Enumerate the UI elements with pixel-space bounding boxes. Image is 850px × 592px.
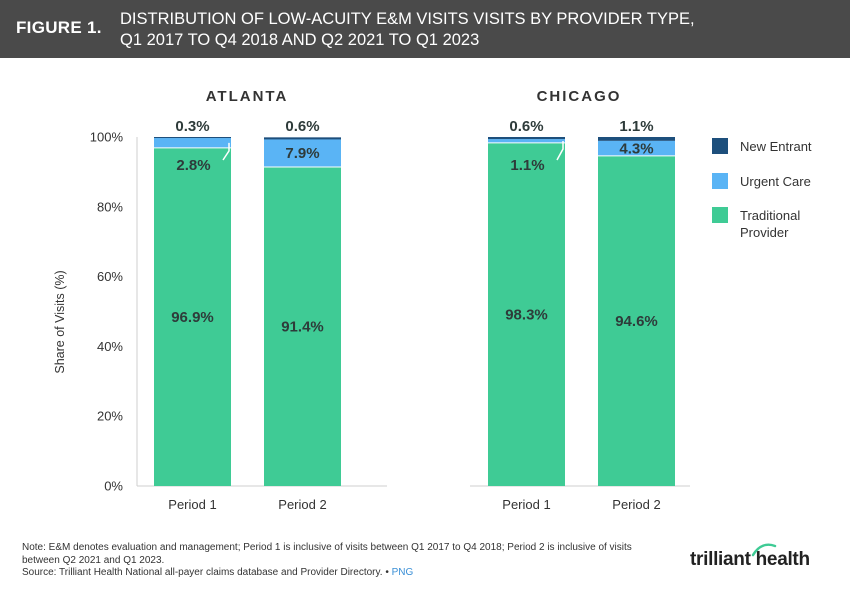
- bar-segment-urgent-care-chicago-p2: [598, 140, 675, 156]
- legend-label: Urgent Care: [740, 174, 811, 189]
- bar-segment-new-entrant-chicago-p1: [488, 137, 565, 140]
- data-label-new-entrant: 1.1%: [619, 118, 653, 135]
- figure-header: FIGURE 1. DISTRIBUTION OF LOW-ACUITY E&M…: [0, 0, 850, 58]
- source-text: Source: Trilliant Health National all-pa…: [22, 567, 383, 578]
- data-label-urgent-care: 4.3%: [619, 140, 653, 157]
- data-label-urgent-care: 2.8%: [176, 157, 210, 174]
- bar-segment-urgent-care-atlanta-p2: [264, 139, 341, 168]
- data-label-urgent-care: 1.1%: [510, 157, 544, 174]
- legend-swatch-urgent-care: [712, 173, 728, 189]
- legend-label: Provider: [740, 225, 789, 240]
- x-tick-label: Period 1: [502, 497, 550, 512]
- y-tick-label: 20%: [97, 409, 123, 424]
- leader-line: [556, 141, 564, 161]
- leader-line: [222, 142, 230, 161]
- y-tick-label: 40%: [97, 339, 123, 354]
- x-tick-label: Period 2: [278, 497, 326, 512]
- panel-title-atlanta: ATLANTA: [206, 88, 289, 105]
- x-tick-label: Period 2: [612, 497, 660, 512]
- figure-title-line-1: DISTRIBUTION OF LOW-ACUITY E&M VISITS VI…: [120, 10, 695, 28]
- y-tick-label: 80%: [97, 199, 123, 214]
- footnote: Note: E&M denotes evaluation and managem…: [22, 542, 662, 580]
- bar-segment-new-entrant-chicago-p2: [598, 137, 675, 141]
- bar-segment-urgent-care-atlanta-p1: [154, 138, 231, 148]
- bar-segment-urgent-care-chicago-p1: [488, 139, 565, 143]
- legend-label: New Entrant: [740, 139, 812, 154]
- figure-title: DISTRIBUTION OF LOW-ACUITY E&M VISITS VI…: [120, 9, 695, 51]
- data-label-new-entrant: 0.6%: [509, 118, 543, 135]
- panel-title-chicago: CHICAGO: [537, 88, 622, 105]
- legend-swatch-traditional: [712, 207, 728, 223]
- stacked-bar-chart: Share of Visits (%) 0% 20% 40% 60% 80% 100% ATL…: [53, 88, 812, 512]
- figure-title-line-2: Q1 2017 TO Q4 2018 AND Q2 2021 TO Q1 202…: [120, 31, 480, 49]
- y-tick-label: 100%: [90, 130, 124, 145]
- source-line: Source: Trilliant Health National all-pa…: [22, 567, 662, 580]
- legend-label: Traditional: [740, 208, 800, 223]
- data-label-traditional: 98.3%: [505, 306, 548, 323]
- data-label-new-entrant: 0.3%: [175, 118, 209, 135]
- data-label-traditional: 91.4%: [281, 319, 324, 336]
- bar-segment-new-entrant-atlanta-p2: [264, 137, 341, 140]
- separator-dot: •: [385, 567, 389, 578]
- bar-segment-traditional-chicago-p1: [488, 142, 565, 487]
- png-download-link[interactable]: PNG: [391, 567, 414, 578]
- data-label-traditional: 96.9%: [171, 309, 214, 326]
- y-axis-label: Share of Visits (%): [53, 270, 67, 373]
- y-tick-label: 60%: [97, 269, 123, 284]
- data-label-traditional: 94.6%: [615, 313, 658, 330]
- bar-segment-traditional-atlanta-p2: [264, 167, 341, 486]
- figure-label: FIGURE 1.: [16, 18, 102, 37]
- data-label-urgent-care: 7.9%: [285, 145, 319, 162]
- bar-segment-traditional-chicago-p2: [598, 155, 675, 486]
- x-tick-label: Period 1: [168, 497, 216, 512]
- legend-swatch-new-entrant: [712, 138, 728, 154]
- trilliant-health-logo: trilliant health: [690, 549, 810, 570]
- note-line-1: Note: E&M denotes evaluation and managem…: [22, 542, 632, 553]
- y-tick-label: 0%: [104, 479, 123, 494]
- logo-swoosh-icon: [751, 543, 777, 557]
- bar-segment-new-entrant-atlanta-p1: [154, 137, 231, 139]
- bar-segment-traditional-atlanta-p1: [154, 147, 231, 486]
- note-line-2: between Q2 2021 and Q1 2023.: [22, 554, 165, 566]
- data-label-new-entrant: 0.6%: [285, 118, 319, 135]
